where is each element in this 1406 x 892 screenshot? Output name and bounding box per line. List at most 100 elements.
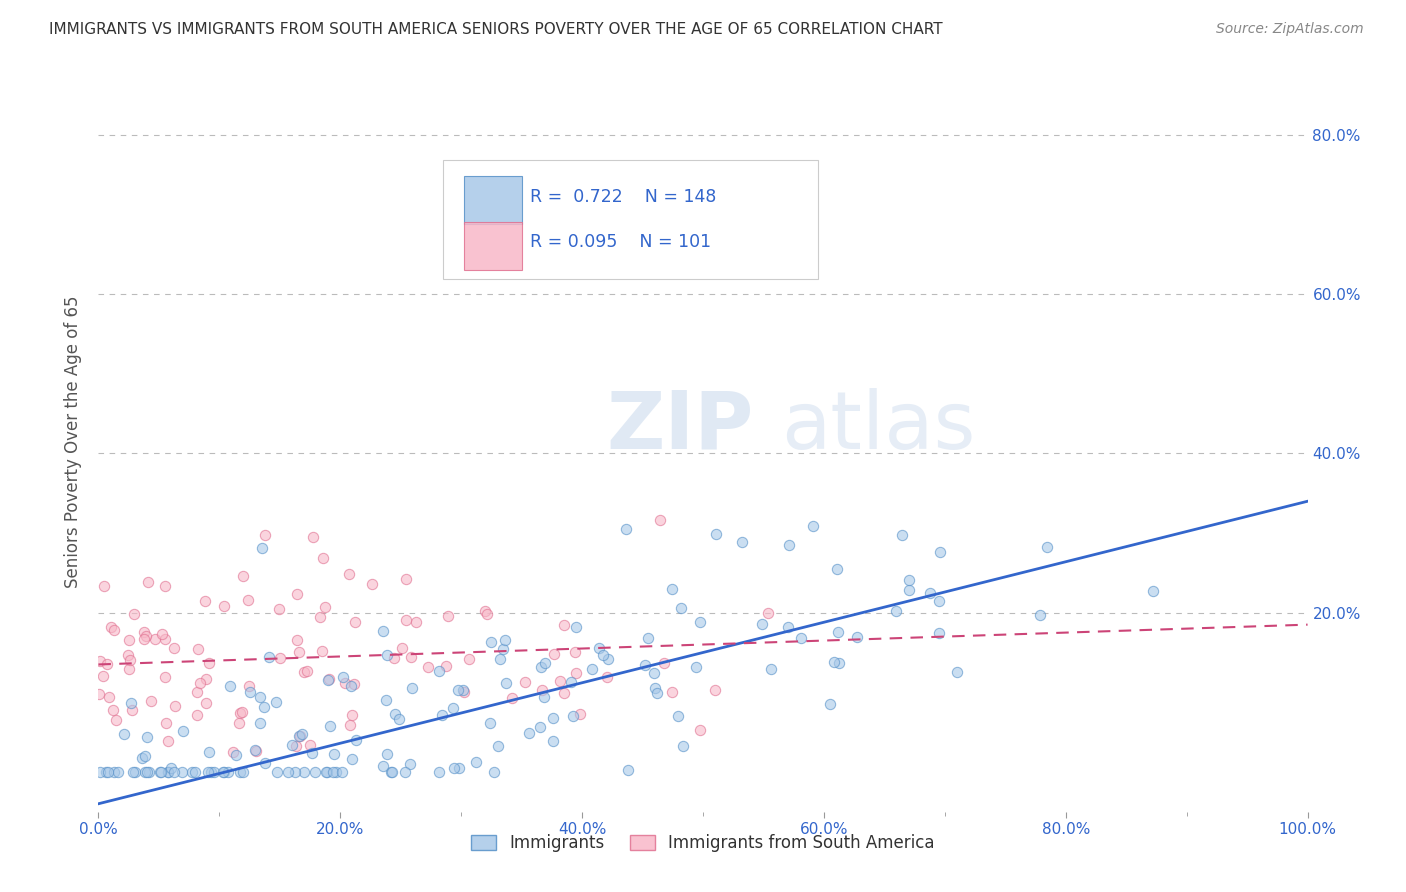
- Point: [484, 764, 506, 779]
- Point: [266, 764, 288, 779]
- Point: [150, 627, 173, 641]
- Point: [823, 655, 845, 669]
- Point: [588, 640, 610, 655]
- Point: [103, 764, 125, 779]
- Point: [617, 764, 640, 778]
- Point: [598, 651, 620, 665]
- Point: [107, 764, 129, 779]
- Point: [928, 594, 950, 608]
- Point: [479, 635, 502, 649]
- Point: [486, 739, 509, 753]
- Text: atlas: atlas: [782, 388, 976, 466]
- Point: [187, 641, 209, 656]
- Point: [533, 690, 555, 704]
- Point: [704, 682, 727, 697]
- Point: [343, 676, 366, 690]
- Point: [132, 632, 155, 646]
- Point: [530, 660, 553, 674]
- Point: [405, 615, 427, 629]
- Point: [89, 654, 111, 668]
- Text: ZIP: ZIP: [606, 388, 754, 466]
- Point: [291, 727, 314, 741]
- Point: [249, 716, 271, 731]
- Point: [332, 670, 354, 684]
- Point: [122, 764, 145, 779]
- Point: [197, 656, 219, 670]
- Point: [645, 686, 668, 700]
- Point: [200, 764, 222, 779]
- Point: [214, 764, 236, 779]
- Point: [134, 764, 156, 779]
- Point: [222, 746, 245, 760]
- Point: [117, 632, 139, 647]
- Text: Source: ZipAtlas.com: Source: ZipAtlas.com: [1216, 22, 1364, 37]
- Point: [451, 683, 474, 698]
- Point: [135, 629, 157, 643]
- Point: [194, 672, 217, 686]
- Point: [820, 697, 842, 711]
- Point: [311, 644, 333, 658]
- Point: [194, 696, 217, 710]
- Point: [253, 527, 276, 541]
- Point: [778, 538, 800, 552]
- Point: [517, 726, 540, 740]
- Point: [553, 618, 575, 632]
- Point: [134, 748, 156, 763]
- Point: [898, 583, 921, 598]
- Point: [340, 680, 363, 694]
- Point: [342, 752, 364, 766]
- Point: [112, 727, 135, 741]
- Point: [284, 764, 307, 779]
- Point: [229, 764, 252, 779]
- Point: [97, 764, 120, 779]
- Point: [377, 648, 399, 662]
- Point: [301, 530, 323, 544]
- Point: [257, 650, 280, 665]
- Point: [388, 712, 411, 726]
- Point: [581, 662, 603, 676]
- Point: [163, 641, 186, 656]
- Point: [890, 528, 912, 542]
- Point: [432, 708, 454, 723]
- Point: [1036, 540, 1059, 554]
- Point: [292, 764, 315, 779]
- Point: [1142, 584, 1164, 599]
- Point: [441, 701, 464, 715]
- Legend: Immigrants, Immigrants from South America: Immigrants, Immigrants from South Americ…: [464, 828, 942, 859]
- Point: [188, 676, 211, 690]
- Point: [689, 615, 711, 630]
- Point: [318, 672, 340, 686]
- Point: [689, 723, 711, 737]
- Point: [157, 734, 180, 748]
- Point: [399, 650, 422, 665]
- Point: [751, 616, 773, 631]
- Point: [704, 526, 727, 541]
- Point: [269, 602, 291, 616]
- Point: [184, 764, 207, 779]
- Point: [238, 679, 260, 693]
- Point: [375, 747, 398, 762]
- Point: [897, 573, 920, 587]
- Text: IMMIGRANTS VS IMMIGRANTS FROM SOUTH AMERICA SENIORS POVERTY OVER THE AGE OF 65 C: IMMIGRANTS VS IMMIGRANTS FROM SOUTH AMER…: [49, 22, 943, 37]
- Point: [101, 703, 124, 717]
- Point: [595, 670, 617, 684]
- Point: [165, 699, 187, 714]
- Point: [553, 686, 575, 700]
- Point: [371, 759, 394, 773]
- Point: [122, 607, 145, 621]
- Point: [634, 658, 657, 673]
- Point: [316, 673, 339, 688]
- Point: [153, 578, 176, 592]
- Point: [315, 764, 337, 779]
- Point: [136, 574, 159, 589]
- Point: [565, 620, 588, 634]
- Point: [443, 760, 465, 774]
- Point: [541, 734, 564, 748]
- Point: [374, 693, 396, 707]
- Point: [825, 562, 848, 576]
- Point: [132, 624, 155, 639]
- Point: [475, 607, 498, 621]
- Point: [288, 729, 311, 743]
- Point: [131, 750, 153, 764]
- Point: [231, 705, 253, 719]
